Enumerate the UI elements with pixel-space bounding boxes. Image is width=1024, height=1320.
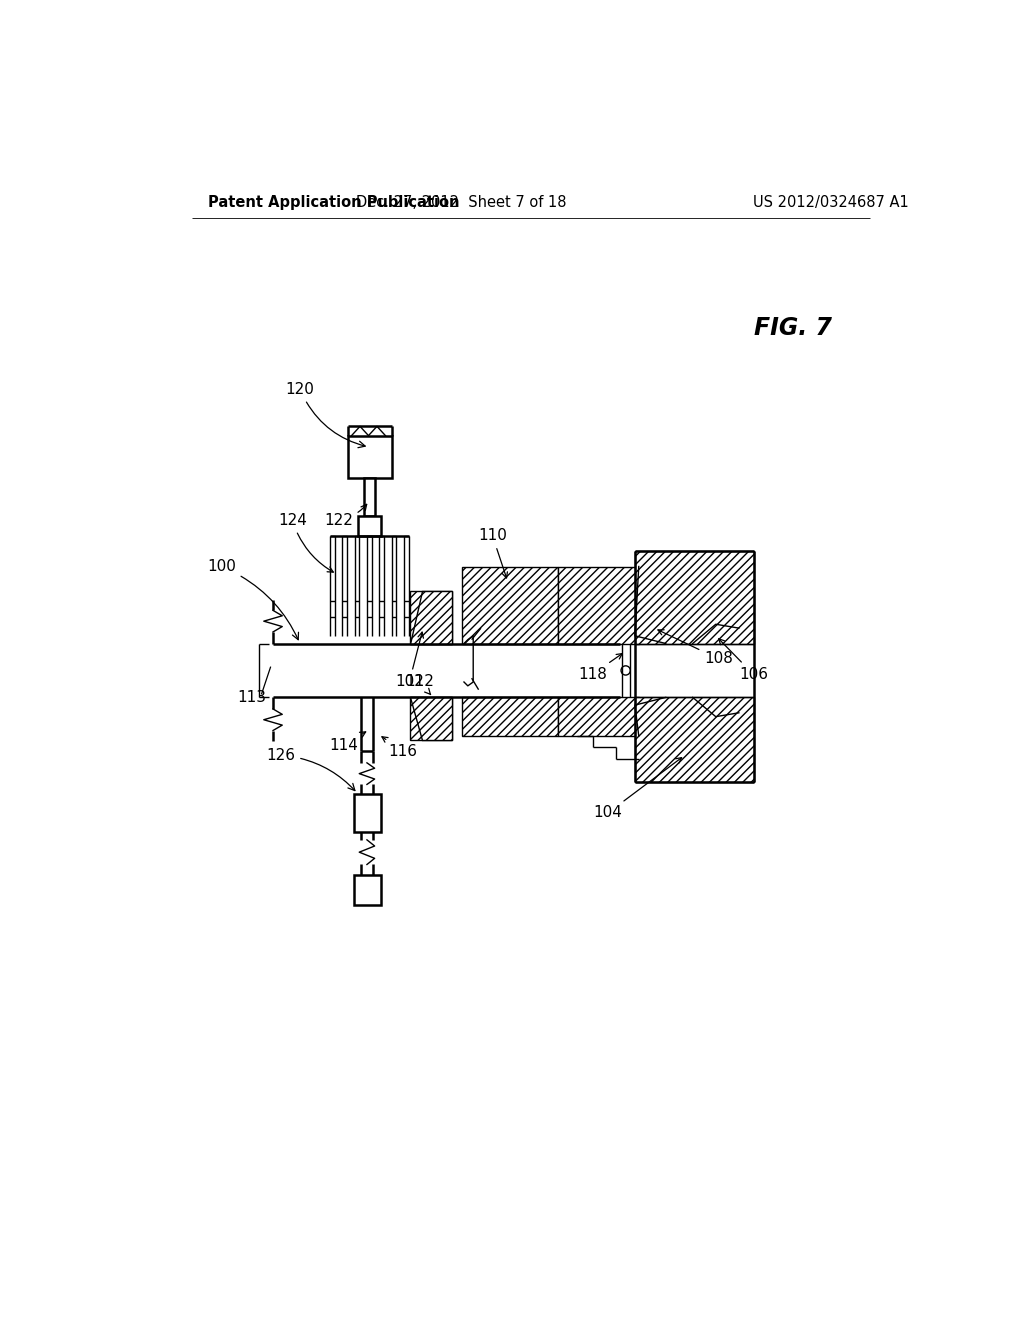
Bar	[357, 516, 381, 536]
Polygon shape	[410, 591, 453, 644]
Polygon shape	[462, 697, 558, 737]
Bar	[364, 478, 375, 516]
Polygon shape	[410, 591, 453, 644]
Text: 112: 112	[404, 675, 434, 694]
Text: 108: 108	[658, 630, 733, 667]
Text: 126: 126	[266, 747, 355, 791]
Text: 106: 106	[719, 639, 768, 682]
Bar	[348, 436, 391, 478]
Text: 118: 118	[579, 653, 623, 682]
Text: 113: 113	[238, 690, 266, 705]
Text: 100: 100	[207, 558, 298, 640]
Text: 102: 102	[395, 632, 424, 689]
Polygon shape	[410, 697, 453, 739]
Polygon shape	[635, 552, 755, 644]
Text: Patent Application Publication: Patent Application Publication	[208, 195, 459, 210]
Bar	[354, 793, 381, 832]
Text: 114: 114	[329, 731, 366, 752]
Text: 110: 110	[478, 528, 508, 578]
Bar	[354, 875, 381, 906]
Text: 116: 116	[382, 737, 418, 759]
Text: FIG. 7: FIG. 7	[754, 315, 831, 339]
Polygon shape	[558, 697, 639, 737]
Text: 124: 124	[278, 512, 333, 572]
Text: US 2012/0324687 A1: US 2012/0324687 A1	[754, 195, 909, 210]
Polygon shape	[635, 697, 755, 781]
Text: 120: 120	[286, 381, 366, 447]
Text: 104: 104	[594, 758, 682, 821]
Text: 122: 122	[324, 504, 367, 528]
Polygon shape	[462, 566, 558, 644]
Polygon shape	[558, 566, 639, 644]
Text: Dec. 27, 2012  Sheet 7 of 18: Dec. 27, 2012 Sheet 7 of 18	[356, 195, 567, 210]
Polygon shape	[410, 697, 453, 739]
